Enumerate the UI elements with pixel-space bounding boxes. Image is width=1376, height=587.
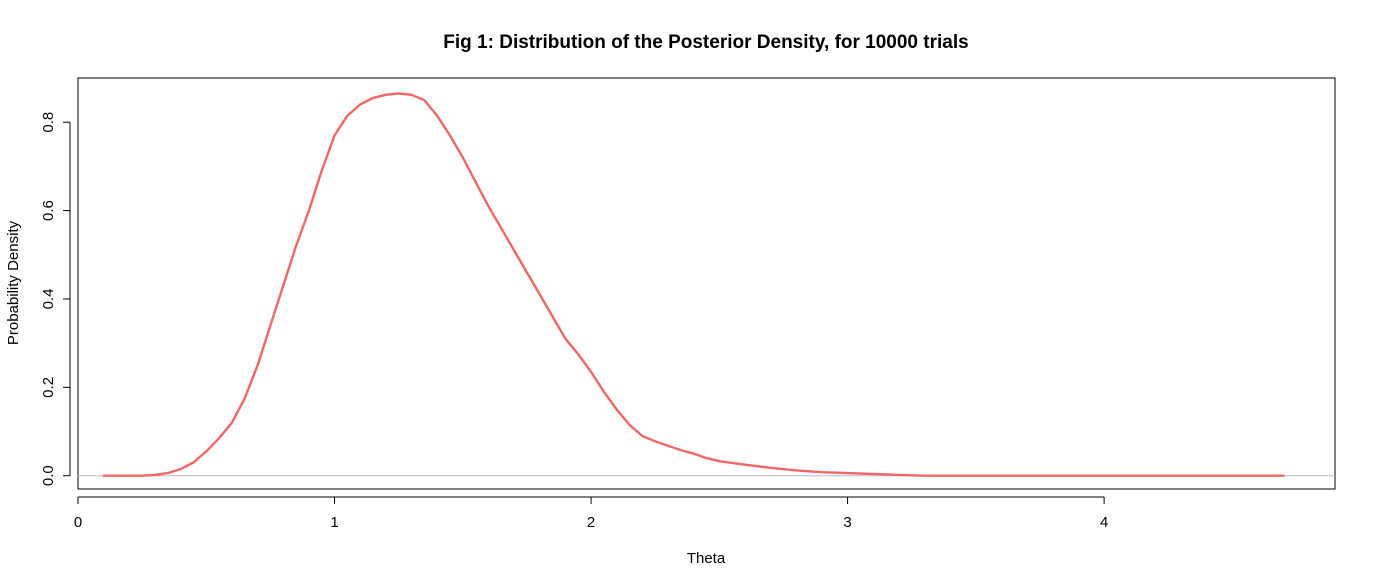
x-tick-label: 1	[330, 514, 338, 531]
y-tick-label: 0.4	[40, 289, 57, 310]
x-axis-label: Theta	[687, 550, 726, 567]
chart-title: Fig 1: Distribution of the Posterior Den…	[443, 32, 968, 53]
x-tick-label: 0	[74, 514, 82, 531]
y-axis: 0.0 0.2 0.4 0.6 0.8	[40, 112, 71, 486]
y-tick-label: 0.0	[40, 465, 57, 486]
plot-box	[77, 77, 1336, 490]
y-axis-label: Probability Density	[5, 220, 22, 345]
x-tick-label: 2	[587, 514, 595, 531]
y-tick-label: 0.2	[40, 377, 57, 398]
y-tick-label: 0.6	[40, 200, 57, 221]
x-tick-label: 4	[1100, 514, 1108, 531]
y-tick-label: 0.8	[40, 112, 57, 133]
x-axis: 0 1 2 3 4	[74, 496, 1108, 531]
x-tick-label: 3	[843, 514, 851, 531]
density-line	[102, 92, 1285, 477]
